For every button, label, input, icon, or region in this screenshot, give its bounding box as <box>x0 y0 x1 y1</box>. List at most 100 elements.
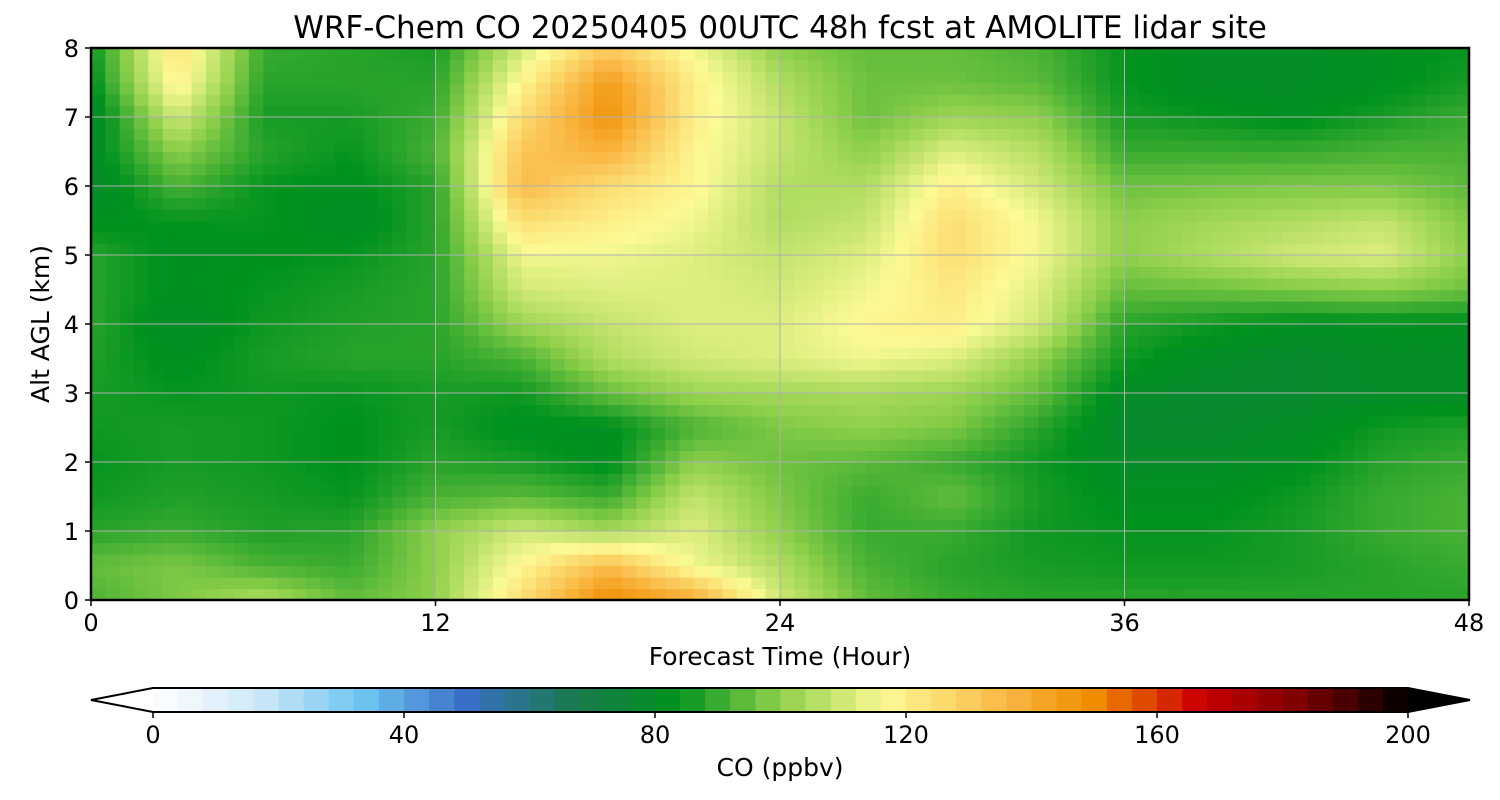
heatmap-cell <box>1024 485 1039 498</box>
heatmap-cell <box>966 94 982 107</box>
heatmap-cell <box>521 335 537 348</box>
heatmap-cell <box>765 48 781 61</box>
heatmap-cell <box>1253 531 1269 544</box>
heatmap-cell <box>378 289 394 302</box>
heatmap-cell <box>1397 220 1413 233</box>
heatmap-cell <box>335 577 350 590</box>
colorbar-segment <box>353 688 380 712</box>
heatmap-cell <box>378 197 394 210</box>
heatmap-cell <box>1153 416 1169 429</box>
heatmap-cell <box>1454 588 1469 600</box>
heatmap-cell <box>1124 59 1140 72</box>
heatmap-cell <box>837 462 853 475</box>
heatmap-cell <box>564 278 580 291</box>
heatmap-cell <box>1325 71 1341 84</box>
heatmap-cell <box>665 427 681 440</box>
heatmap-cell <box>1339 48 1355 61</box>
heatmap-cell <box>808 519 824 532</box>
heatmap-cell <box>1038 105 1054 118</box>
heatmap-cell <box>1239 370 1255 383</box>
heatmap-cell <box>1268 59 1283 72</box>
colorbar-segment <box>1031 688 1058 712</box>
heatmap-cell <box>492 163 508 176</box>
heatmap-cell <box>780 232 795 245</box>
heatmap-cell <box>335 163 350 176</box>
heatmap-cell <box>363 232 379 245</box>
heatmap-cell <box>1368 485 1384 498</box>
heatmap-cell <box>277 416 293 429</box>
heatmap-cell <box>593 347 609 360</box>
heatmap-cell <box>306 59 322 72</box>
y-tick-label: 2 <box>64 449 79 477</box>
heatmap-cell <box>1009 255 1025 268</box>
heatmap-cell <box>1181 232 1197 245</box>
heatmap-cell <box>708 197 724 210</box>
heatmap-cell <box>1397 255 1413 268</box>
heatmap-cell <box>1196 531 1212 544</box>
heatmap-cell <box>995 519 1011 532</box>
heatmap-cell <box>435 255 451 268</box>
heatmap-cell <box>1382 197 1398 210</box>
heatmap-cell <box>406 266 422 279</box>
heatmap-cell <box>1067 163 1083 176</box>
heatmap-cell <box>1282 82 1298 95</box>
heatmap-cell <box>478 577 494 590</box>
heatmap-cell <box>148 174 164 187</box>
heatmap-cell <box>234 197 250 210</box>
heatmap-cell <box>134 485 150 498</box>
heatmap-cell <box>751 347 767 360</box>
heatmap-cell <box>736 577 752 590</box>
heatmap-cell <box>607 485 623 498</box>
heatmap-cell <box>693 186 709 199</box>
colorbar-segment <box>1307 688 1334 712</box>
heatmap-cell <box>449 220 465 233</box>
heatmap-cell <box>1095 48 1111 61</box>
heatmap-cell <box>521 59 537 72</box>
heatmap-cell <box>995 473 1011 486</box>
heatmap-cell <box>923 335 939 348</box>
heatmap-cell <box>1052 508 1068 521</box>
heatmap-cell <box>952 174 968 187</box>
heatmap-cell <box>579 473 594 486</box>
heatmap-cell <box>851 358 867 371</box>
heatmap-cell <box>449 554 465 567</box>
heatmap-cell <box>277 312 293 325</box>
heatmap-cell <box>1153 105 1169 118</box>
heatmap-cell <box>1138 48 1154 61</box>
heatmap-cell <box>1440 577 1456 590</box>
heatmap-cell <box>291 71 307 84</box>
heatmap-cell <box>550 381 566 394</box>
heatmap-cell <box>1296 324 1312 337</box>
heatmap-cell <box>665 462 681 475</box>
heatmap-cell <box>1052 450 1068 463</box>
heatmap-cell <box>1239 462 1255 475</box>
heatmap-cell <box>1411 324 1427 337</box>
heatmap-cell <box>636 243 652 256</box>
heatmap-cell <box>421 473 437 486</box>
heatmap-cell <box>1425 220 1441 233</box>
heatmap-cell <box>162 71 178 84</box>
heatmap-cell <box>909 289 925 302</box>
heatmap-cell <box>722 335 738 348</box>
heatmap-cell <box>406 335 422 348</box>
heatmap-cell <box>234 439 250 452</box>
heatmap-cell <box>952 381 968 394</box>
heatmap-cell <box>650 105 666 118</box>
heatmap-cell <box>1368 105 1384 118</box>
heatmap-cell <box>478 289 494 302</box>
heatmap-cell <box>406 197 422 210</box>
heatmap-cell <box>349 450 365 463</box>
heatmap-cell <box>894 381 910 394</box>
heatmap-cell <box>1138 462 1154 475</box>
heatmap-cell <box>650 358 666 371</box>
heatmap-cell <box>866 105 882 118</box>
heatmap-cell <box>1296 301 1312 314</box>
heatmap-cell <box>234 82 250 95</box>
heatmap-cell <box>248 197 264 210</box>
heatmap-cell <box>435 324 451 337</box>
heatmap-cell <box>937 416 953 429</box>
heatmap-cell <box>1196 94 1212 107</box>
heatmap-cell <box>435 197 451 210</box>
heatmap-cell <box>751 105 767 118</box>
heatmap-cell <box>363 71 379 84</box>
